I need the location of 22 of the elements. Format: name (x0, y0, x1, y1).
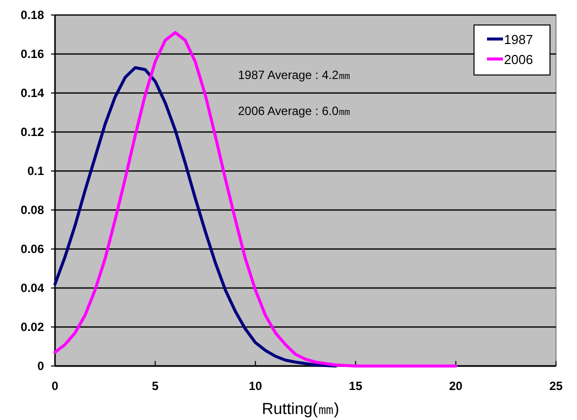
y-tick-label: 0 (37, 359, 44, 373)
y-tick-label: 0.14 (20, 86, 44, 100)
legend-label: 2006 (504, 52, 533, 67)
annotation: 1987 Average : 4.2㎜ (238, 68, 351, 82)
y-tick-label: 0.08 (20, 203, 44, 217)
legend-label: 1987 (504, 32, 533, 47)
y-tick-label: 0.06 (20, 242, 44, 256)
x-tick-label: 5 (152, 379, 159, 393)
y-tick-label: 0.18 (20, 8, 44, 22)
y-tick-label: 0.04 (20, 281, 44, 295)
x-tick-label: 25 (549, 379, 563, 393)
x-tick-label: 15 (348, 379, 363, 393)
y-tick-label: 0.1 (27, 164, 44, 178)
x-tick-label: 0 (52, 379, 59, 393)
line-series (54, 31, 458, 368)
y-tick-label: 0.02 (20, 320, 44, 334)
y-tick-label: 0.16 (20, 47, 44, 61)
y-tick-label: 0.12 (20, 125, 44, 139)
x-tick-label: 10 (248, 379, 262, 393)
x-tick-label: 20 (449, 379, 463, 393)
x-axis-title: Rutting(㎜) (262, 401, 340, 418)
annotation: 2006 Average : 6.0㎜ (238, 104, 351, 118)
